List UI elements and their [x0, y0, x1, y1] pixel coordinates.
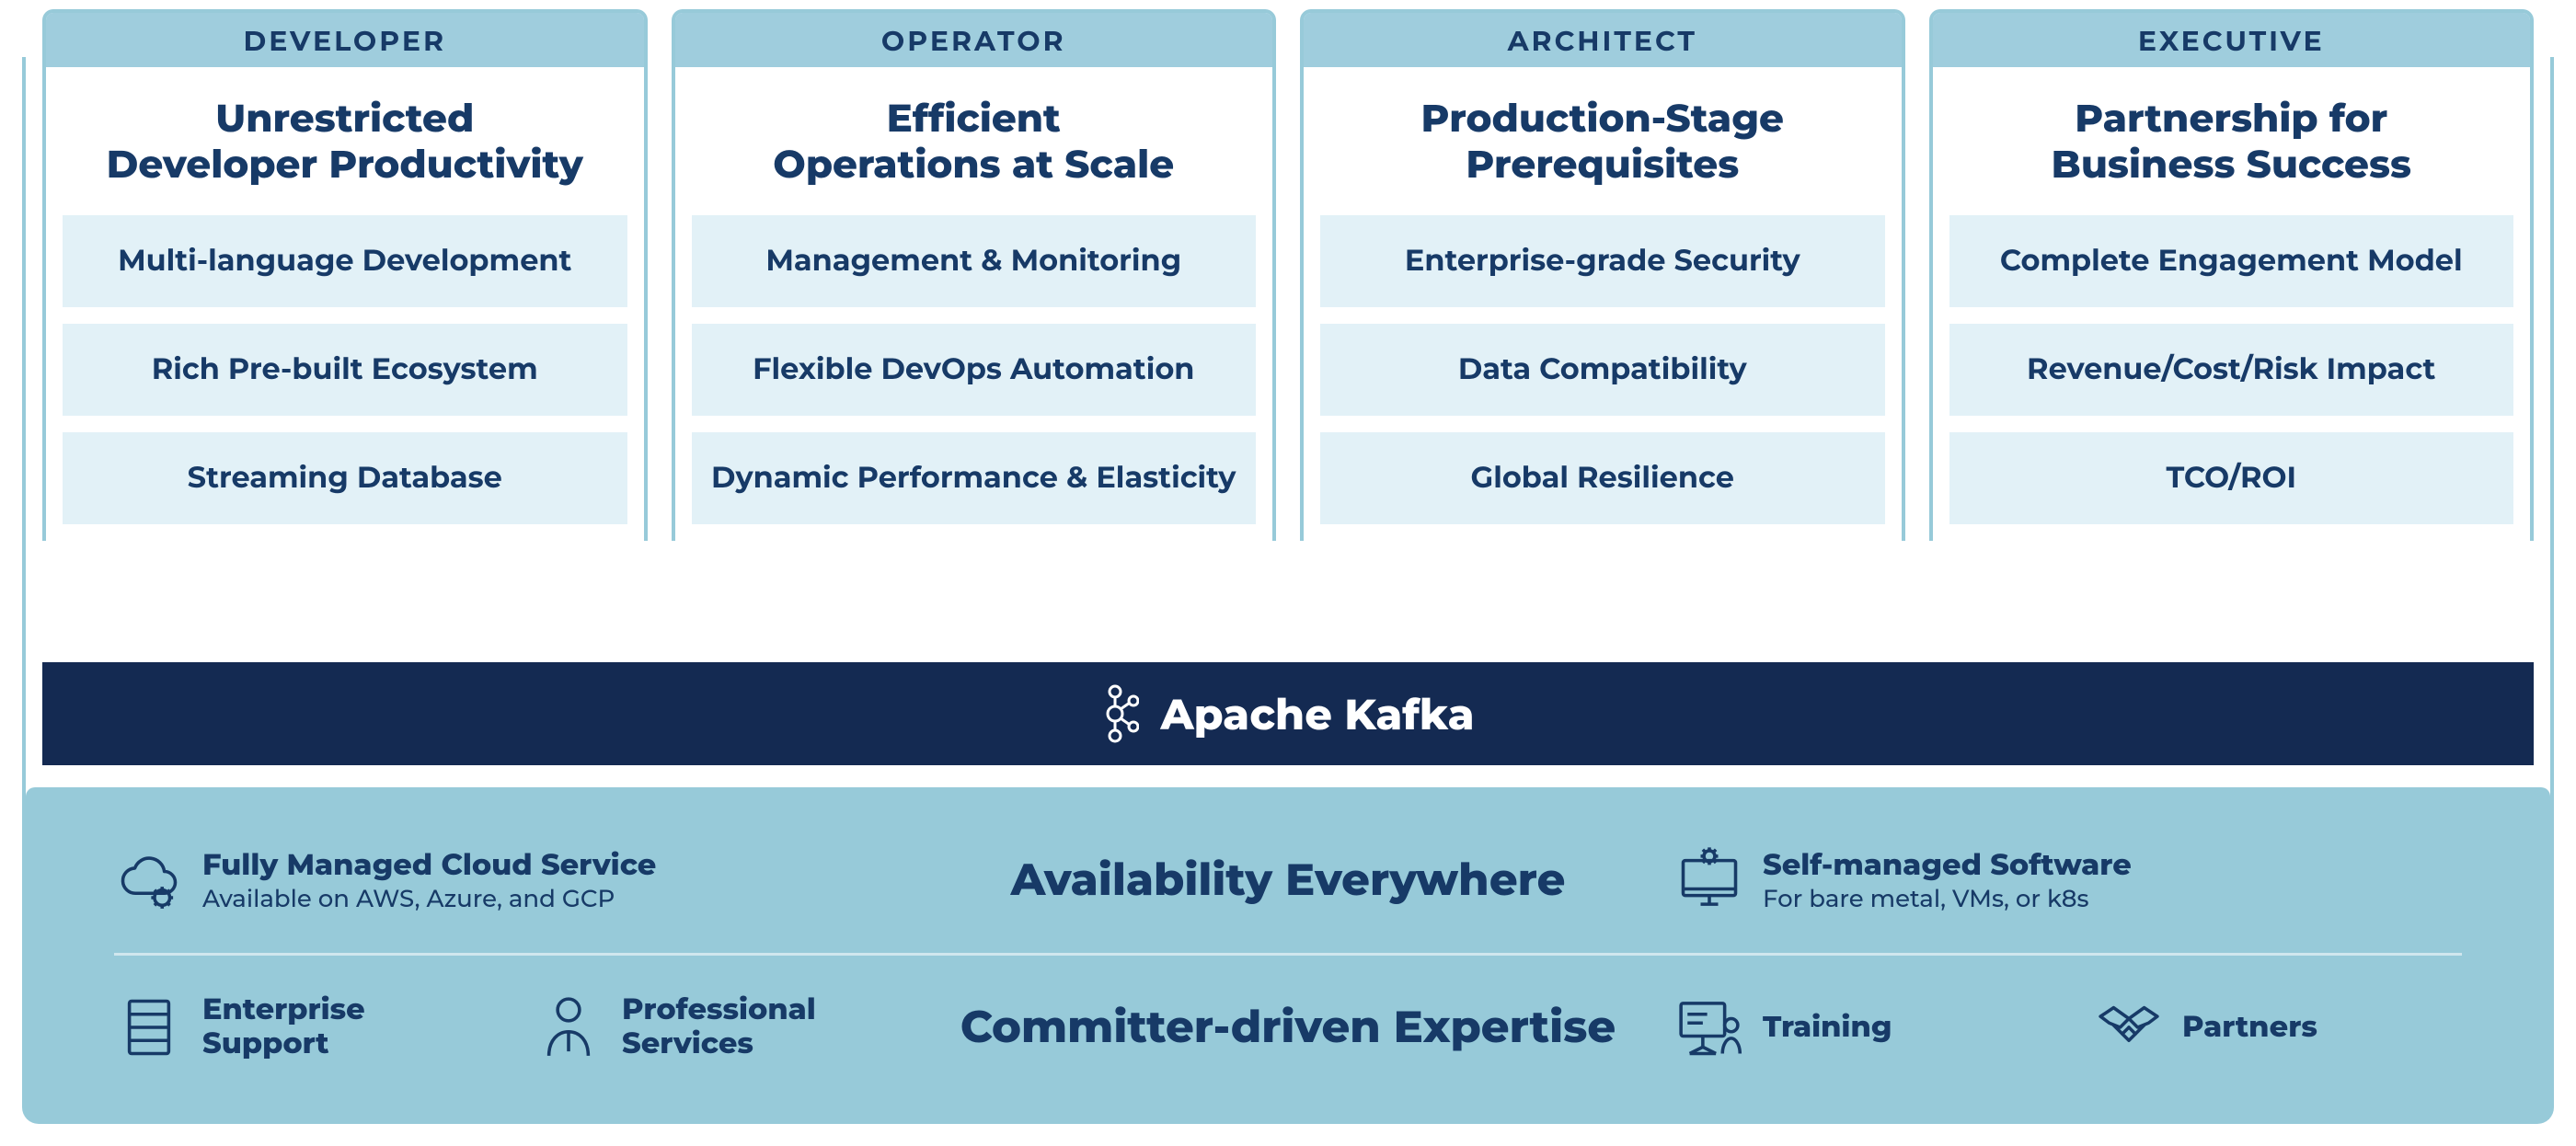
column-header: OPERATOR	[675, 13, 1273, 67]
feature-item: Rich Pre-built Ecosystem	[63, 324, 627, 416]
feature-item: Dynamic Performance & Elasticity	[692, 432, 1257, 524]
feature-item: Complete Engagement Model	[1949, 215, 2514, 307]
column-title: Efficient Operations at Scale	[675, 67, 1273, 215]
cloud-service-group: Fully Managed Cloud Service Available on…	[114, 845, 929, 915]
enterprise-support-pair: Enterprise Support	[114, 992, 482, 1062]
diagram-root: DEVELOPERUnrestricted Developer Producti…	[0, 0, 2576, 1146]
expertise-title: Committer-driven Expertise	[929, 1001, 1647, 1054]
cloud-gear-icon	[114, 845, 184, 915]
cloud-service-subtitle: Available on AWS, Azure, and GCP	[202, 884, 656, 914]
professional-services-title: Professional Services	[622, 993, 816, 1061]
cloud-service-title: Fully Managed Cloud Service	[202, 847, 656, 884]
self-managed-group: Self-managed Software For bare metal, VM…	[1647, 845, 2462, 915]
kafka-icon	[1102, 684, 1139, 743]
expertise-row: Enterprise Support Professional Services	[114, 956, 2462, 1101]
expertise-right-group: Training Partners	[1647, 992, 2462, 1062]
feature-item: Multi-language Development	[63, 215, 627, 307]
column-items: Complete Engagement Model Revenue/Cost/Ri…	[1933, 215, 2531, 524]
column-title: Partnership for Business Success	[1933, 67, 2531, 215]
cloud-service-pair: Fully Managed Cloud Service Available on…	[114, 845, 902, 915]
feature-item: Management & Monitoring	[692, 215, 1257, 307]
feature-item: Data Compatibility	[1320, 324, 1885, 416]
enterprise-support-title: Enterprise Support	[202, 993, 365, 1061]
training-pair: Training	[1674, 992, 2042, 1062]
column-title: Unrestricted Developer Productivity	[46, 67, 644, 215]
column-items: Enterprise-grade Security Data Compatibil…	[1304, 215, 1902, 524]
column-developer: DEVELOPERUnrestricted Developer Producti…	[42, 9, 648, 541]
feature-item: Flexible DevOps Automation	[692, 324, 1257, 416]
self-managed-pair: Self-managed Software For bare metal, VM…	[1674, 845, 2462, 915]
column-header: EXECUTIVE	[1933, 13, 2531, 67]
partners-pair: Partners	[2094, 992, 2462, 1062]
column-items: Multi-language Development Rich Pre-built…	[46, 215, 644, 524]
feature-item: Revenue/Cost/Risk Impact	[1949, 324, 2514, 416]
server-icon	[114, 992, 184, 1062]
self-managed-subtitle: For bare metal, VMs, or k8s	[1763, 884, 2132, 914]
partners-title: Partners	[2182, 1009, 2317, 1046]
presentation-icon	[1674, 992, 1744, 1062]
column-executive: EXECUTIVEPartnership for Business Succes…	[1929, 9, 2535, 541]
column-operator: OPERATOREfficient Operations at ScaleMan…	[672, 9, 1277, 541]
columns-container: DEVELOPERUnrestricted Developer Producti…	[42, 9, 2534, 541]
kafka-bar: Apache Kafka	[42, 662, 2534, 765]
column-header: ARCHITECT	[1304, 13, 1902, 67]
expertise-left-group: Enterprise Support Professional Services	[114, 992, 929, 1062]
column-title: Production-Stage Prerequisites	[1304, 67, 1902, 215]
training-title: Training	[1763, 1009, 1892, 1046]
handshake-icon	[2094, 992, 2164, 1062]
person-icon	[534, 992, 604, 1062]
kafka-label: Apache Kafka	[1161, 688, 1475, 740]
feature-item: TCO/ROI	[1949, 432, 2514, 524]
feature-item: Enterprise-grade Security	[1320, 215, 1885, 307]
column-architect: ARCHITECTProduction-Stage PrerequisitesE…	[1300, 9, 1905, 541]
availability-row: Fully Managed Cloud Service Available on…	[114, 808, 2462, 953]
monitor-gear-icon	[1674, 845, 1744, 915]
self-managed-title: Self-managed Software	[1763, 847, 2132, 884]
professional-services-pair: Professional Services	[534, 992, 902, 1062]
feature-item: Streaming Database	[63, 432, 627, 524]
feature-item: Global Resilience	[1320, 432, 1885, 524]
column-items: Management & Monitoring Flexible DevOps A…	[675, 215, 1273, 524]
bottom-panel: Fully Managed Cloud Service Available on…	[26, 787, 2550, 1120]
column-header: DEVELOPER	[46, 13, 644, 67]
availability-title: Availability Everywhere	[929, 854, 1647, 907]
